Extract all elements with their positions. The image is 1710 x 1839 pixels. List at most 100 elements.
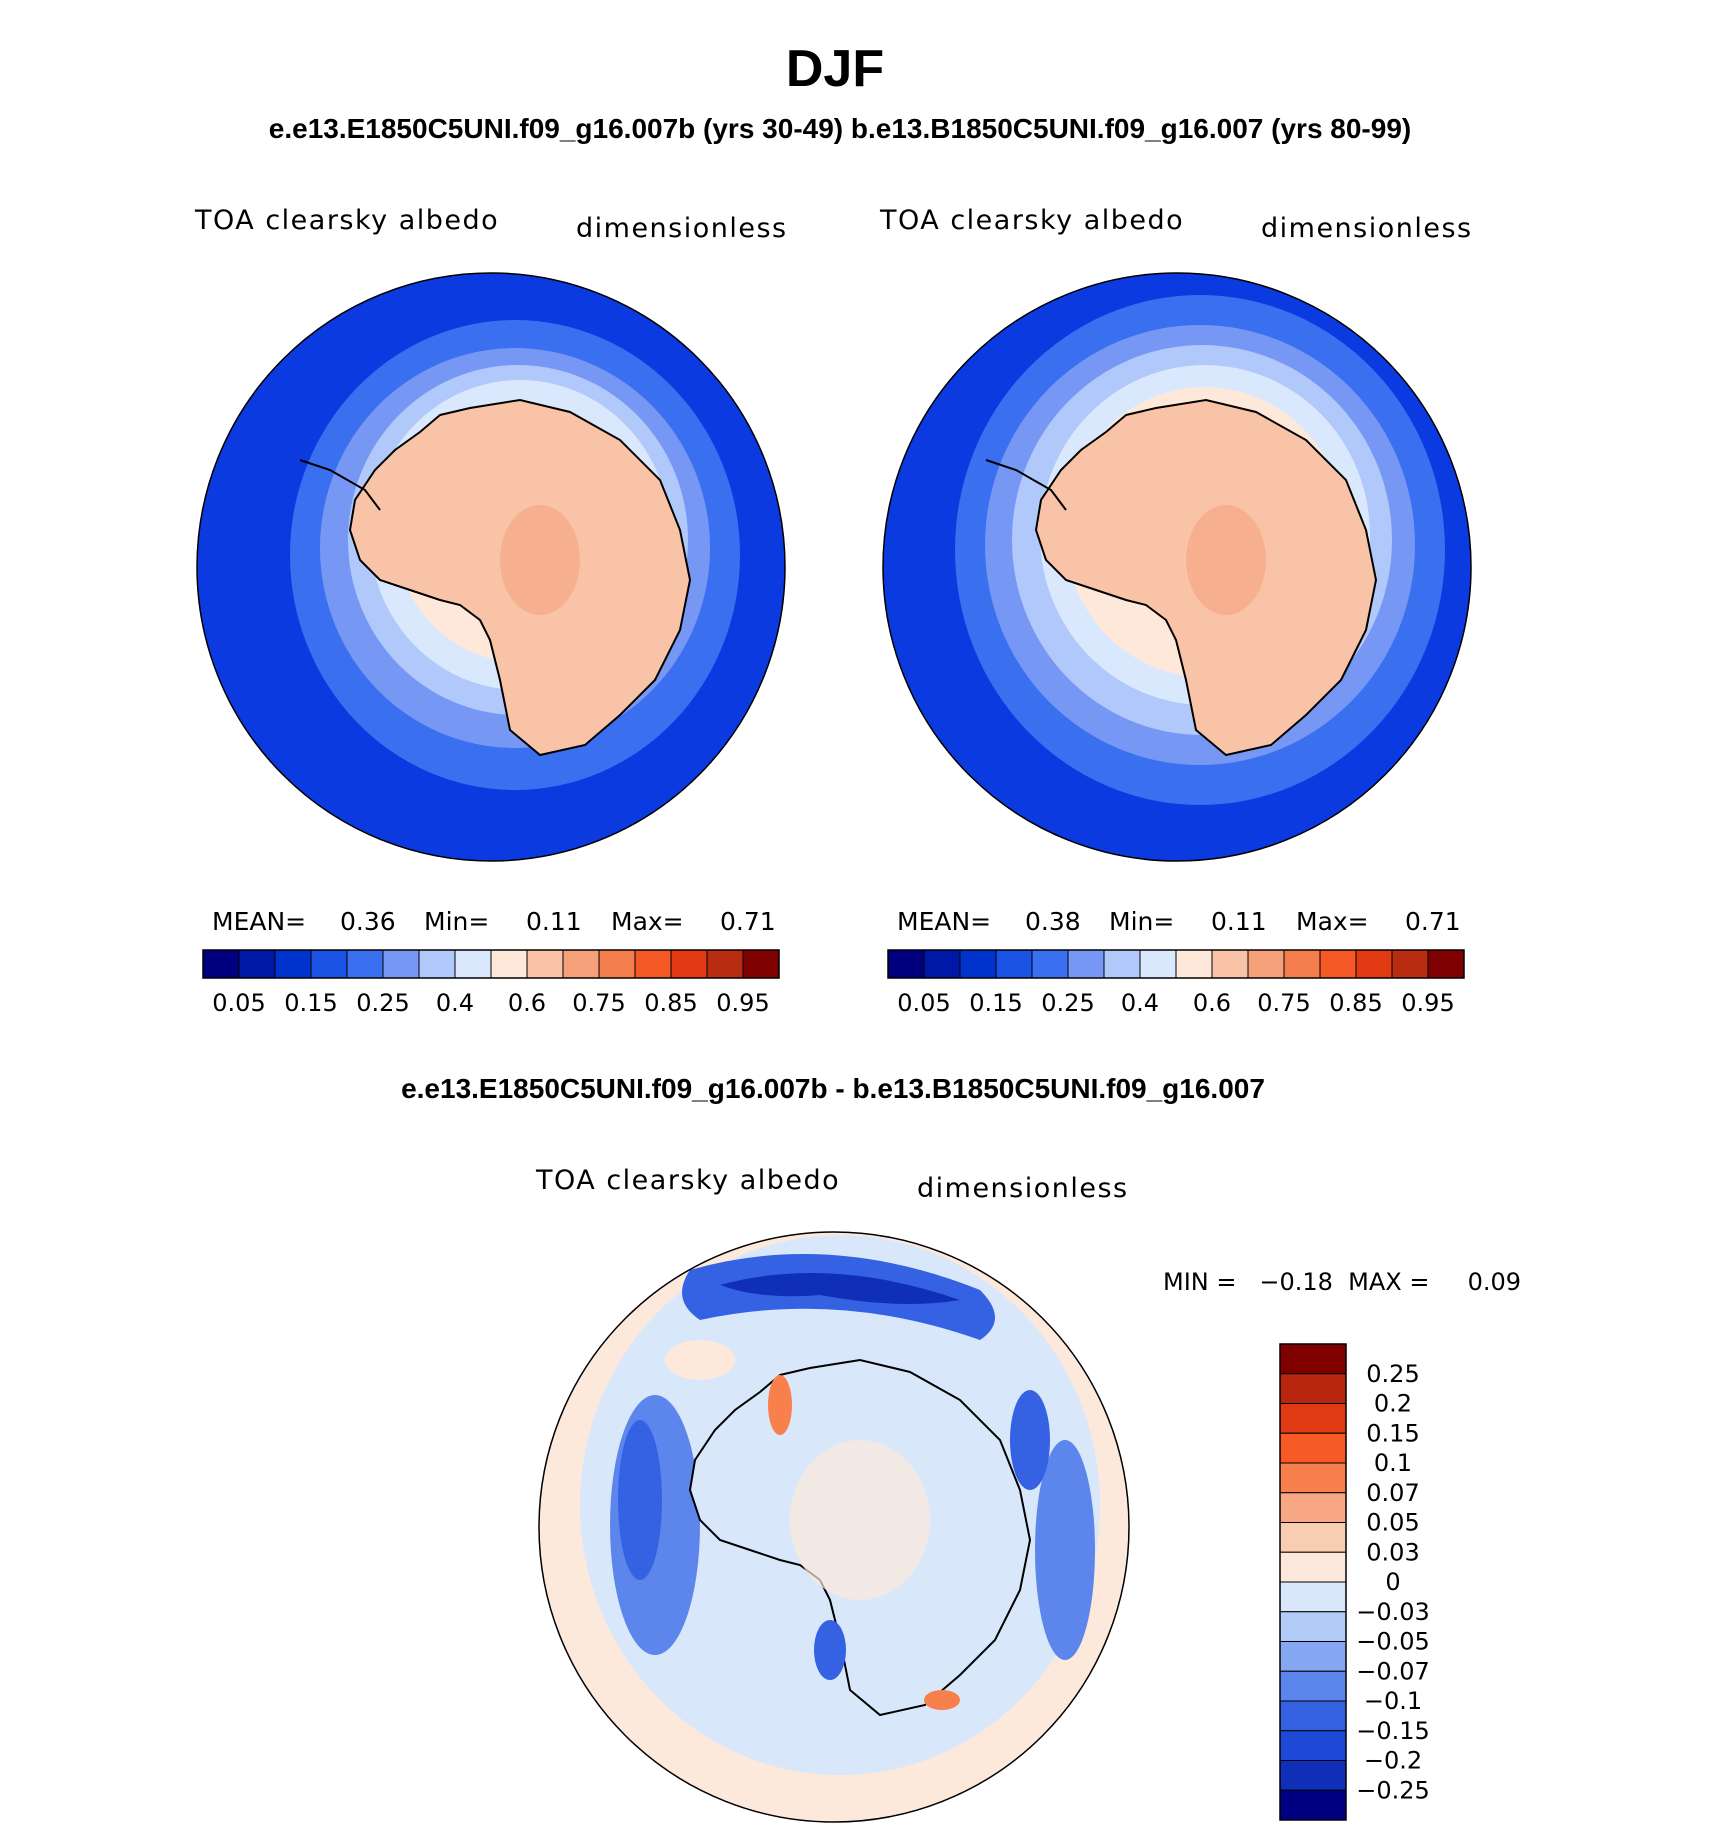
panel-a-units: dimensionless: [576, 213, 788, 244]
panel-a-min-label: Min=: [424, 907, 489, 936]
panel-b-colorbar-cell: [1427, 949, 1465, 979]
panel-a-border: [196, 272, 786, 862]
diff-colorbar-cell: [1279, 1373, 1347, 1404]
panel-a-colorbar: 0.05 0.15 0.25 0.4 0.6 0.75 0.85 0.95: [202, 949, 780, 1017]
panel-b-peninsula: [985, 459, 1067, 511]
panel-b-colorbar-cell: [1247, 949, 1285, 979]
diff-colorbar-cell: [1279, 1700, 1347, 1732]
panel-b-colorbar-cell: [1211, 949, 1249, 979]
diff-units: dimensionless: [917, 1173, 1129, 1204]
diff-title: e.e13.E1850C5UNI.f09_g16.007b - b.e13.B1…: [401, 1073, 1265, 1104]
diff-colorbar-cell: [1279, 1789, 1347, 1821]
diff-map: [539, 1232, 1129, 1822]
panel-a-colorbar-tick-label: 0.6: [508, 989, 546, 1017]
panel-b-colorbar-cell: [887, 949, 925, 979]
panel-a-peninsula: [299, 459, 381, 511]
panel-a-colorbar-tick-label: 0.15: [284, 989, 337, 1017]
panel-a-colorbar-tick-label: 0.05: [212, 989, 265, 1017]
panel-b-colorbar-cell: [1319, 949, 1357, 979]
panel-b-colorbar-tick-label: 0.6: [1193, 989, 1231, 1017]
panel-b-colorbar-tick-label: 0.75: [1257, 989, 1310, 1017]
diff-colorbar-label: 0.15: [1366, 1419, 1419, 1447]
panel-a-colorbar-cell: [382, 949, 420, 979]
panel-b-interior-high: [1186, 505, 1266, 615]
panel-b-map: [883, 273, 1471, 861]
diff-peninsula-high: [768, 1375, 792, 1435]
diff-colorbar-cell: [1279, 1641, 1347, 1672]
panel-b-units: dimensionless: [1261, 213, 1473, 244]
figure-subtitle: e.e13.E1850C5UNI.f09_g16.007b (yrs 30-49…: [269, 113, 1411, 144]
diff-colorbar-cell: [1279, 1670, 1347, 1702]
diff-colorbar-label: −0.05: [1356, 1628, 1430, 1656]
diff-north-low-2: [720, 1273, 960, 1304]
panel-b-min-value: 0.11: [1211, 907, 1267, 936]
diff-colorbar-label: 0.25: [1366, 1360, 1419, 1388]
diff-border: [538, 1231, 1130, 1823]
diff-colorbar-cell: [1279, 1462, 1347, 1494]
panel-a-mean-value: 0.36: [340, 907, 396, 936]
diff-colorbar-label: −0.07: [1356, 1657, 1430, 1685]
panel-a-colorbar-cell: [454, 949, 492, 979]
panel-a-colorbar-tick-label: 0.4: [436, 989, 474, 1017]
panel-a-colorbar-cell: [310, 949, 348, 979]
panel-a-colorbar-cell: [238, 949, 276, 979]
diff-colorbar-label: 0.05: [1366, 1509, 1419, 1537]
panel-a-colorbar-tick-label: 0.75: [572, 989, 625, 1017]
diff-colorbar-cell: [1279, 1522, 1347, 1553]
panel-a-colorbar-cell: [490, 949, 528, 979]
diff-colorbar: 0.250.20.150.10.070.050.030−0.03−0.05−0.…: [1279, 1343, 1430, 1821]
panel-b-border: [882, 272, 1472, 862]
panel-a-colorbar-tick-label: 0.25: [356, 989, 409, 1017]
panel-b-min-label: Min=: [1109, 907, 1174, 936]
panel-a-colorbar-cell: [706, 949, 744, 979]
panel-b-colorbar-cell: [1175, 949, 1213, 979]
diff-colorbar-label: 0.2: [1374, 1390, 1412, 1418]
panel-b-colorbar-tick-label: 0.05: [897, 989, 950, 1017]
panel-b-colorbar-cell: [923, 949, 961, 979]
panel-a-colorbar-cell: [274, 949, 312, 979]
diff-stats: MIN = −0.18 MAX = 0.09: [1163, 1268, 1521, 1296]
diff-colorbar-cell: [1279, 1581, 1347, 1613]
panel-a-colorbar-frame: [202, 949, 780, 979]
diff-colorbar-label: 0.03: [1366, 1538, 1419, 1566]
panel-b-colorbar-frame: [887, 949, 1465, 979]
panel-b-colorbar-tick-label: 0.25: [1041, 989, 1094, 1017]
panel-a-colorbar-cell: [670, 949, 708, 979]
diff-variable: TOA clearsky albedo: [535, 1165, 840, 1196]
diff-rossshelf-high: [924, 1690, 960, 1710]
panel-b-colorbar-tick-label: 0.4: [1121, 989, 1159, 1017]
panel-b-colorbar-cell: [1139, 949, 1177, 979]
panel-a-colorbar-cell: [562, 949, 600, 979]
panel-a-colorbar-cell: [418, 949, 456, 979]
diff-colorbar-cell: [1279, 1432, 1347, 1464]
panel-b-colorbar-tick-label: 0.15: [969, 989, 1022, 1017]
diff-colorbar-frame: [1279, 1343, 1347, 1821]
panel-b-max-label: Max=: [1296, 907, 1369, 936]
panel-b-max-value: 0.71: [1405, 907, 1461, 936]
diff-weddell-high: [665, 1340, 735, 1380]
panel-a-variable: TOA clearsky albedo: [194, 205, 499, 236]
panel-b-colorbar-cell: [1283, 949, 1321, 979]
panel-a-colorbar-cell: [526, 949, 564, 979]
panel-b-colorbar-tick-label: 0.85: [1329, 989, 1382, 1017]
diff-colorbar-cell: [1279, 1492, 1347, 1523]
diff-west-low-2: [618, 1420, 662, 1580]
panel-b-colorbar-cell: [995, 949, 1033, 979]
diff-colorbar-label: 0.1: [1374, 1449, 1412, 1477]
panel-a-min-value: 0.11: [526, 907, 582, 936]
panel-a-colorbar-cell: [598, 949, 636, 979]
figure-title: DJF: [786, 40, 884, 98]
panel-b-variable: TOA clearsky albedo: [879, 205, 1184, 236]
panel-b-mean-value: 0.38: [1025, 907, 1081, 936]
panel-b-colorbar-cell: [1391, 949, 1429, 979]
diff-colorbar-cell: [1279, 1403, 1347, 1434]
diff-colorbar-label: −0.03: [1356, 1598, 1430, 1626]
diff-colorbar-cell: [1279, 1730, 1347, 1761]
panel-b-colorbar-cell: [1031, 949, 1069, 979]
diff-colorbar-label: 0.07: [1366, 1479, 1419, 1507]
panel-a-map: [197, 273, 785, 861]
diff-interior-mixed: [790, 1440, 930, 1600]
panel-a-max-label: Max=: [611, 907, 684, 936]
diff-colorbar-label: −0.25: [1356, 1776, 1430, 1804]
